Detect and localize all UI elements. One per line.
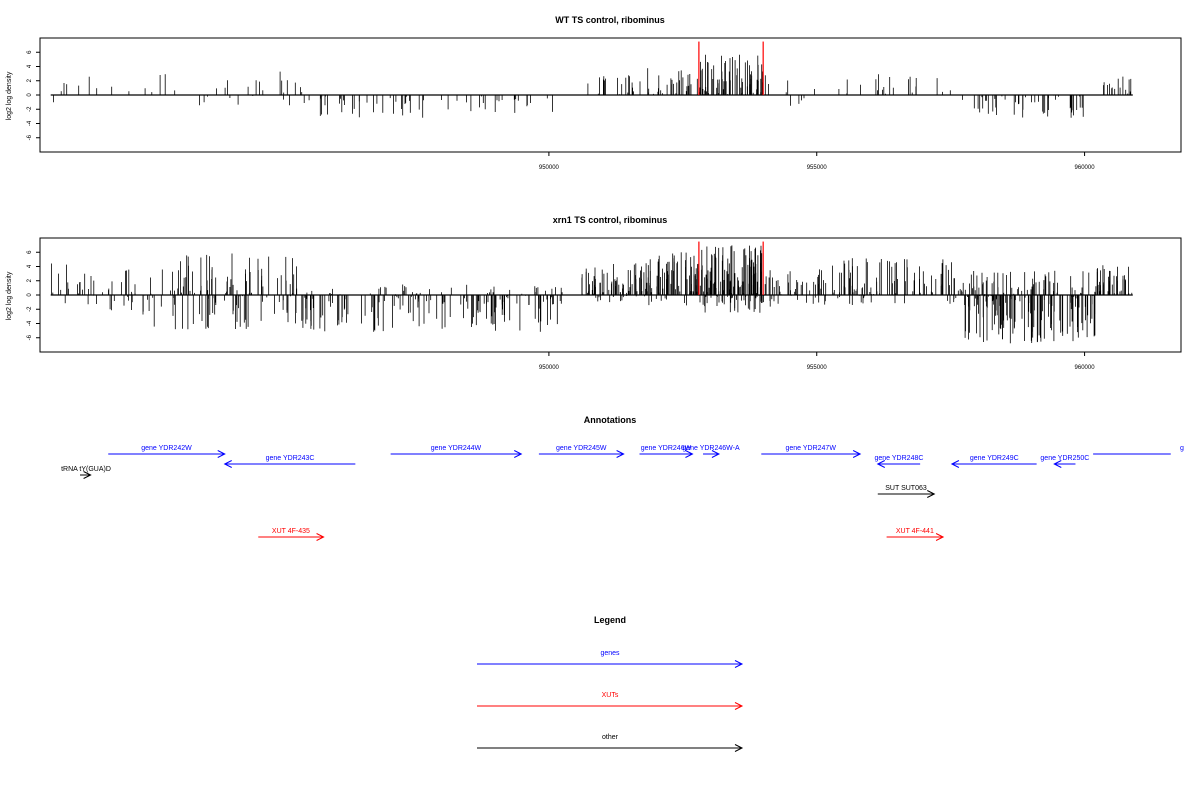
feature-label: g — [1180, 445, 1184, 452]
wt-panel: WT TS control, ribominus log2 log densit… — [6, 15, 1182, 171]
xrn1-panel-title: xrn1 TS control, ribominus — [553, 215, 668, 225]
xrn1-ytick-label: 0 — [27, 293, 33, 297]
wt-xtick-label: 955000 — [807, 165, 828, 171]
xrn1-xtick-label: 955000 — [807, 365, 828, 371]
xrn1-xtick-label: 960000 — [1075, 365, 1096, 371]
xrn1-panel: xrn1 TS control, ribominus log2 log dens… — [6, 215, 1182, 371]
feature-arrowhead — [616, 450, 625, 458]
feature-label: gene YDR247W — [785, 445, 836, 452]
xrn1-bars — [50, 245, 1133, 344]
feature-arrowhead — [514, 450, 523, 458]
wt-ytick-label: 4 — [27, 64, 33, 68]
legend-item: XUTs — [477, 692, 744, 710]
feature-label: XUT 4F-435 — [272, 528, 310, 535]
legend-label: other — [602, 734, 619, 741]
xrn1-highlight-lines — [698, 241, 764, 295]
feature-arrowhead — [83, 471, 92, 479]
xrn1-ytick-label: -6 — [27, 334, 33, 340]
annotation-feature: gene YDR248C — [875, 455, 924, 468]
wt-panel-title: WT TS control, ribominus — [555, 15, 665, 25]
annotation-feature: gene YDR247W — [761, 445, 862, 458]
wt-highlight-lines — [698, 41, 764, 95]
wt-xtick-label: 950000 — [539, 165, 560, 171]
wt-panel-ylabel: log2 log density — [6, 71, 13, 120]
feature-arrowhead — [685, 450, 694, 458]
feature-arrowhead — [316, 533, 325, 541]
feature-arrowhead — [223, 460, 232, 468]
wt-ytick-label: -2 — [27, 106, 33, 112]
annotations-title: Annotations — [584, 415, 637, 425]
wt-ytick-label: 0 — [27, 93, 33, 97]
wt-ytick-label: 6 — [27, 50, 33, 54]
annotation-feature: g — [1093, 445, 1184, 455]
xrn1-axis-ticks: -6 -4 -2 0 2 4 6 950000 955000 960000 — [27, 250, 1095, 371]
feature-label: gene YDR245W — [556, 445, 607, 452]
legend-title: Legend — [594, 615, 626, 625]
wt-ytick-label: -4 — [27, 120, 33, 126]
annotation-feature: SUT SUT063 — [877, 485, 936, 498]
annotation-feature: gene YDR246W — [639, 445, 694, 458]
legend-label: XUTs — [602, 692, 619, 699]
legend-item: genes — [477, 650, 744, 668]
xrn1-ytick-label: 4 — [27, 264, 33, 268]
legend-section: Legend genes XUTs other — [477, 615, 744, 752]
feature-label: gene YDR243C — [266, 455, 315, 462]
legend-arrowhead — [734, 660, 744, 668]
feature-arrowhead — [852, 450, 862, 458]
annotation-feature: gene YDR243C — [223, 455, 356, 468]
xrn1-xtick-label: 950000 — [539, 365, 560, 371]
feature-arrowhead — [711, 450, 721, 458]
annotation-feature: gene YDR249C — [950, 455, 1037, 468]
annotation-feature: tRNA tY(GUA)D — [61, 466, 111, 479]
annotation-feature: XUT 4F-441 — [886, 528, 945, 541]
feature-arrowhead — [876, 460, 886, 468]
xrn1-ytick-label: -2 — [27, 306, 33, 312]
wt-axis-ticks: -6 -4 -2 0 2 4 6 950000 955000 960000 — [27, 50, 1095, 171]
xrn1-ytick-label: 6 — [27, 250, 33, 254]
legend-items: genes XUTs other — [477, 650, 744, 752]
annotation-feature: gene YDR250C — [1040, 455, 1089, 468]
feature-label: XUT 4F-441 — [896, 528, 934, 535]
feature-label: SUT SUT063 — [885, 485, 927, 492]
wt-xtick-label: 960000 — [1075, 165, 1096, 171]
annotation-feature: gene YDR246W-A — [682, 445, 740, 458]
feature-label: gene YDR246W — [641, 445, 692, 452]
legend-item: other — [477, 734, 744, 752]
feature-arrowhead — [927, 490, 936, 498]
feature-label: gene YDR246W-A — [682, 445, 740, 452]
feature-label: tRNA tY(GUA)D — [61, 466, 111, 473]
feature-arrowhead — [950, 460, 960, 468]
legend-label: genes — [600, 650, 620, 657]
feature-label: gene YDR250C — [1040, 455, 1089, 462]
feature-label: gene YDR248C — [875, 455, 924, 462]
wt-bars — [50, 54, 1133, 118]
annotation-feature: XUT 4F-435 — [258, 528, 325, 541]
annotation-feature: gene YDR245W — [538, 445, 625, 458]
annotation-feature: gene YDR242W — [108, 445, 226, 458]
xrn1-ytick-label: -4 — [27, 320, 33, 326]
legend-arrowhead — [734, 744, 744, 752]
legend-arrowhead — [734, 702, 744, 710]
annotation-feature: gene YDR244W — [390, 445, 523, 458]
wt-ytick-label: -6 — [27, 134, 33, 140]
annotation-features: tRNA tY(GUA)D gene YDR242W gene YDR243C gen… — [61, 445, 1184, 541]
wt-ytick-label: 2 — [27, 78, 33, 82]
feature-label: gene YDR249C — [970, 455, 1019, 462]
feature-label: gene YDR244W — [431, 445, 482, 452]
xrn1-panel-ylabel: log2 log density — [6, 271, 13, 320]
feature-arrowhead — [217, 450, 226, 458]
feature-arrowhead — [935, 533, 945, 541]
annotations-section: Annotations tRNA tY(GUA)D gene YDR242W gen… — [61, 415, 1184, 541]
feature-label: gene YDR242W — [141, 445, 192, 452]
feature-arrowhead — [1053, 460, 1062, 468]
xrn1-ytick-label: 2 — [27, 278, 33, 282]
